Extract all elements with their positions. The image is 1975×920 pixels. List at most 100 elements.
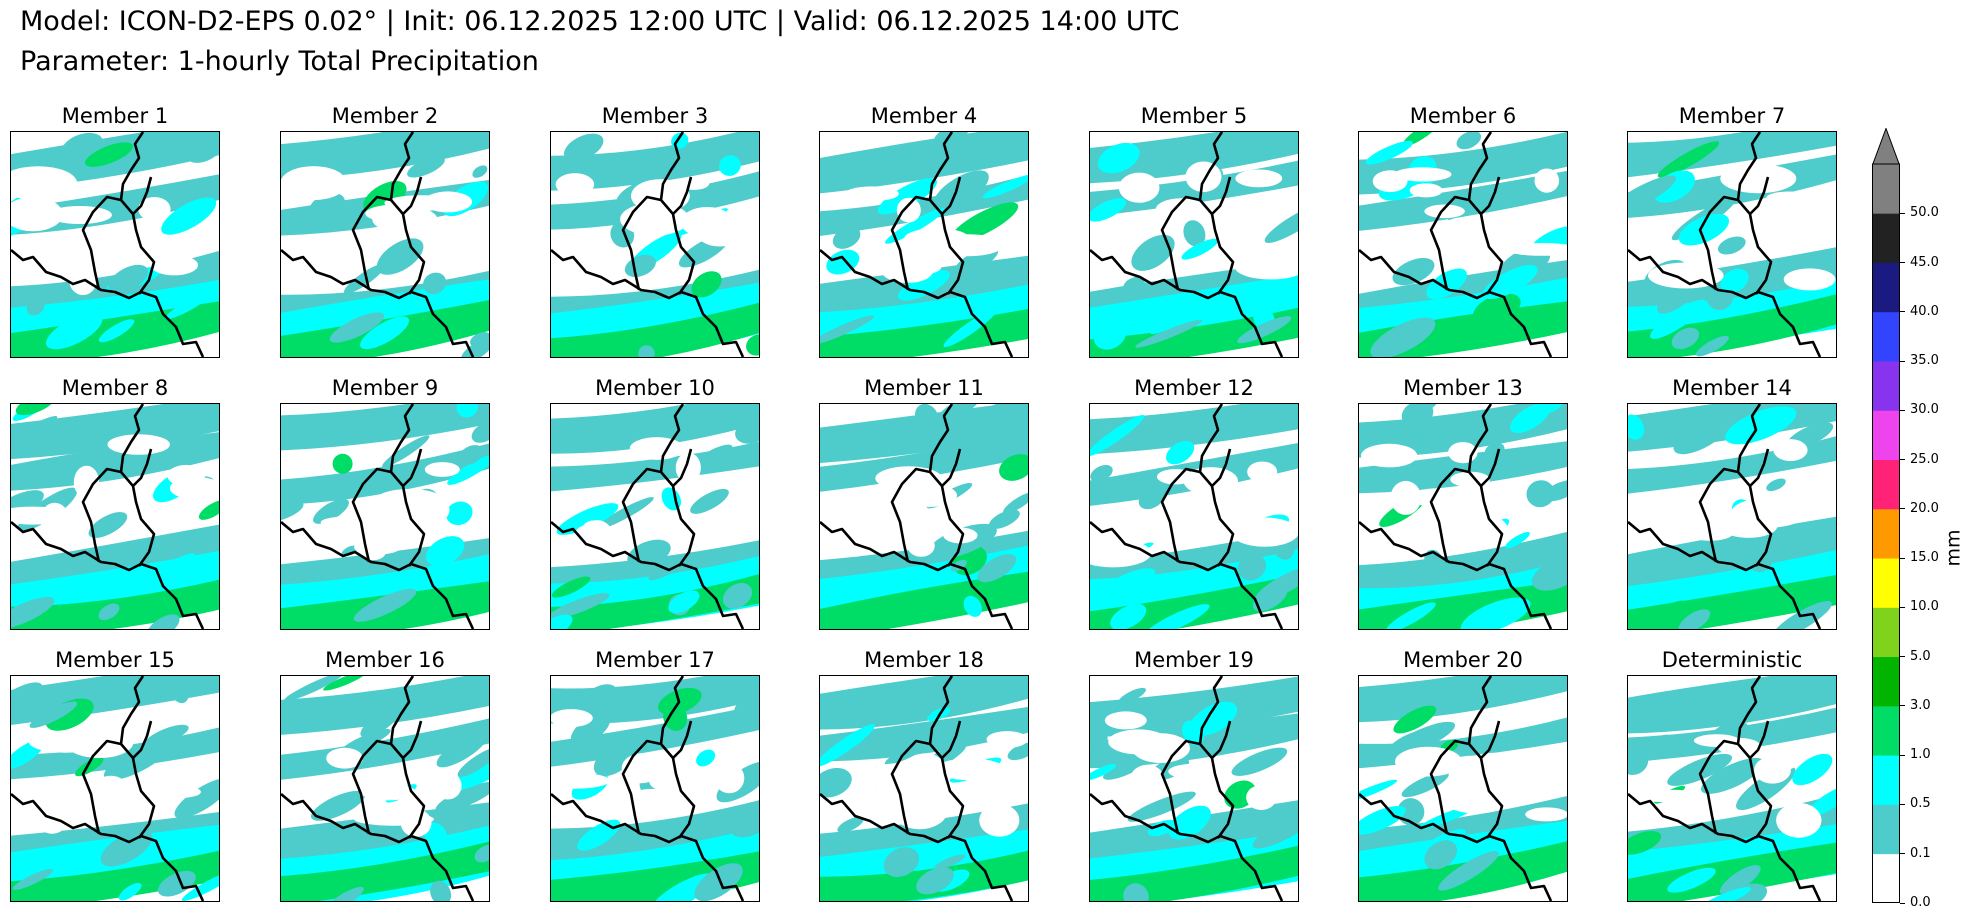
precip-band <box>551 404 759 454</box>
precip-band <box>1359 441 1567 494</box>
ensemble-panel: Member 10 <box>550 373 760 638</box>
precip-cell <box>1252 585 1288 612</box>
precip-cell <box>1131 234 1175 271</box>
ensemble-panel: Member 4 <box>819 101 1029 366</box>
precip-cell <box>701 444 733 461</box>
country-border <box>281 249 475 357</box>
country-border <box>1749 176 1770 215</box>
precip-cell <box>1715 883 1768 901</box>
precipitation-colorbar <box>1872 128 1900 903</box>
ensemble-panel: Member 2 <box>280 101 490 366</box>
precipitation-map <box>1358 403 1568 630</box>
precip-cell <box>1531 558 1567 591</box>
precip-cell <box>108 264 148 294</box>
colorbar-tick-label: 20.0 <box>1910 500 1939 516</box>
dry-area <box>1393 167 1452 182</box>
country-border <box>389 132 415 201</box>
colorbar-tick-label: 10.0 <box>1910 599 1939 615</box>
dry-area <box>695 215 745 247</box>
country-border <box>672 448 693 487</box>
panel-title: Member 18 <box>864 648 984 672</box>
precip-band <box>820 432 1028 492</box>
precip-cell <box>457 747 489 777</box>
precip-cell <box>1628 830 1662 855</box>
country-border <box>672 176 693 215</box>
precip-cell <box>1090 763 1117 781</box>
precip-band <box>551 574 759 629</box>
colorbar-tick-mark <box>1900 508 1905 510</box>
precip-cell <box>1007 742 1028 761</box>
precip-cell <box>1460 597 1531 629</box>
dry-area <box>1525 807 1567 822</box>
dry-area <box>281 166 347 201</box>
precip-cell <box>977 554 1017 583</box>
precipitation-map <box>1627 131 1837 358</box>
precip-cell <box>596 497 654 530</box>
dry-area <box>1407 488 1474 507</box>
precip-cell <box>161 197 217 235</box>
precip-cell <box>1719 544 1746 568</box>
dry-area <box>11 197 63 232</box>
colorbar-tick-mark <box>1900 557 1905 559</box>
precip-band <box>1628 676 1836 734</box>
precip-cell <box>1110 603 1147 629</box>
colorbar-bin <box>1872 459 1900 510</box>
colorbar-tick-label: 15.0 <box>1910 550 1939 566</box>
country-border <box>659 404 685 473</box>
dry-area <box>551 772 611 789</box>
precip-cell <box>570 713 611 746</box>
precip-cell <box>1720 268 1749 293</box>
panel-title: Member 1 <box>61 104 169 128</box>
colorbar-tick-label: 50.0 <box>1910 205 1939 221</box>
colorbar-extend-arrow <box>1872 128 1900 166</box>
country-border <box>659 676 685 745</box>
colorbar-tick-mark <box>1900 311 1905 313</box>
precip-cell <box>1401 772 1449 798</box>
dry-area <box>1719 513 1778 538</box>
country-border <box>820 249 1014 357</box>
colorbar-tick-mark <box>1900 409 1905 411</box>
colorbar-bin <box>1872 607 1900 658</box>
precip-cell <box>181 869 219 901</box>
country-border <box>1359 249 1553 357</box>
figure-subtitle: Parameter: 1-hourly Total Precipitation <box>20 46 539 77</box>
colorbar-bin <box>1872 213 1900 263</box>
country-border <box>132 448 153 487</box>
panel-title: Deterministic <box>1661 648 1803 672</box>
precip-cell <box>728 132 759 150</box>
precip-cell <box>1628 175 1677 215</box>
precip-cell <box>1657 734 1676 755</box>
precip-cell <box>1667 867 1716 893</box>
precip-cell <box>423 272 447 295</box>
precip-cell <box>820 724 876 767</box>
dry-area <box>1168 763 1220 780</box>
precip-cell <box>551 593 610 620</box>
precip-cell <box>730 807 759 838</box>
precip-cell <box>1147 819 1177 837</box>
country-border <box>928 132 954 201</box>
dry-area <box>896 197 921 223</box>
precip-cell <box>103 741 170 781</box>
precip-cell <box>551 576 591 598</box>
precip-cell <box>88 512 128 538</box>
colorbar-tick-mark <box>1900 360 1905 362</box>
precip-cell <box>323 676 367 691</box>
dry-area <box>73 465 100 499</box>
precip-cell <box>1097 142 1140 174</box>
dry-area <box>29 731 103 753</box>
ensemble-panel: Member 13 <box>1358 373 1568 638</box>
precip-cell <box>382 435 430 468</box>
precipitation-map <box>280 131 490 358</box>
colorbar-tick-mark <box>1900 803 1905 805</box>
colorbar-tick-label: 40.0 <box>1910 303 1939 319</box>
precip-cell <box>313 498 349 524</box>
precip-cell <box>174 778 219 819</box>
colorbar-tick-mark <box>1900 656 1905 658</box>
colorbar-tick-label: 0.1 <box>1910 845 1931 861</box>
dry-area <box>1183 467 1238 496</box>
precip-band <box>281 443 489 505</box>
ensemble-panel: Member 12 <box>1089 373 1299 638</box>
country-border <box>119 676 145 745</box>
country-border <box>551 249 745 357</box>
dry-area <box>1155 198 1207 220</box>
